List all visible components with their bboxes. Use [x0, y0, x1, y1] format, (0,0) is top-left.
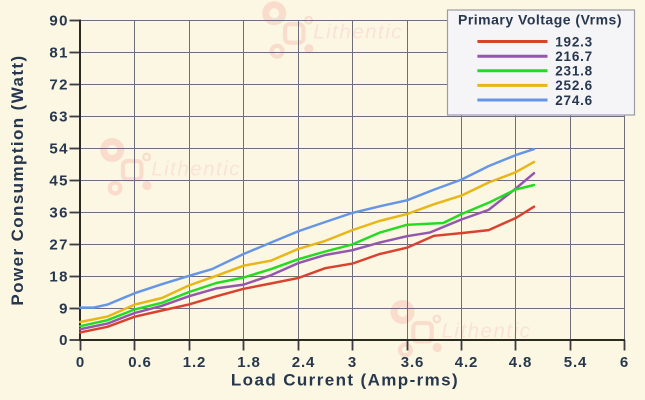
svg-text:54: 54 [49, 141, 69, 158]
svg-text:Power Consumption (Watt): Power Consumption (Watt) [8, 54, 27, 305]
svg-text:18: 18 [49, 269, 69, 286]
svg-text:1.2: 1.2 [183, 354, 207, 371]
svg-text:Lithentic: Lithentic [442, 320, 532, 343]
svg-text:Lithentic: Lithentic [151, 158, 241, 181]
svg-text:63: 63 [49, 109, 69, 126]
svg-text:36: 36 [49, 205, 69, 222]
svg-text:252.6: 252.6 [555, 78, 593, 93]
svg-text:192.3: 192.3 [555, 34, 593, 49]
svg-text:2.4: 2.4 [292, 354, 316, 371]
svg-text:72: 72 [49, 77, 69, 94]
svg-text:5.4: 5.4 [564, 354, 588, 371]
svg-text:90: 90 [49, 13, 69, 30]
svg-text:81: 81 [49, 45, 69, 62]
svg-text:216.7: 216.7 [555, 49, 593, 64]
svg-text:Primary Voltage (Vrms): Primary Voltage (Vrms) [458, 12, 622, 28]
svg-text:9: 9 [59, 301, 69, 318]
svg-text:0: 0 [59, 332, 69, 349]
svg-text:6: 6 [620, 354, 629, 371]
svg-text:3.6: 3.6 [401, 354, 425, 371]
svg-text:274.6: 274.6 [555, 93, 593, 108]
svg-text:Load Current (Amp-rms): Load Current (Amp-rms) [231, 371, 459, 390]
svg-text:0: 0 [76, 354, 85, 371]
svg-text:45: 45 [49, 173, 69, 190]
svg-text:231.8: 231.8 [555, 64, 593, 79]
svg-text:1.8: 1.8 [237, 354, 261, 371]
svg-text:3: 3 [348, 354, 357, 371]
svg-text:27: 27 [49, 237, 69, 254]
svg-text:4.2: 4.2 [455, 354, 479, 371]
svg-text:4.8: 4.8 [509, 354, 533, 371]
svg-text:Lithentic: Lithentic [313, 21, 403, 44]
svg-text:0.6: 0.6 [128, 354, 152, 371]
